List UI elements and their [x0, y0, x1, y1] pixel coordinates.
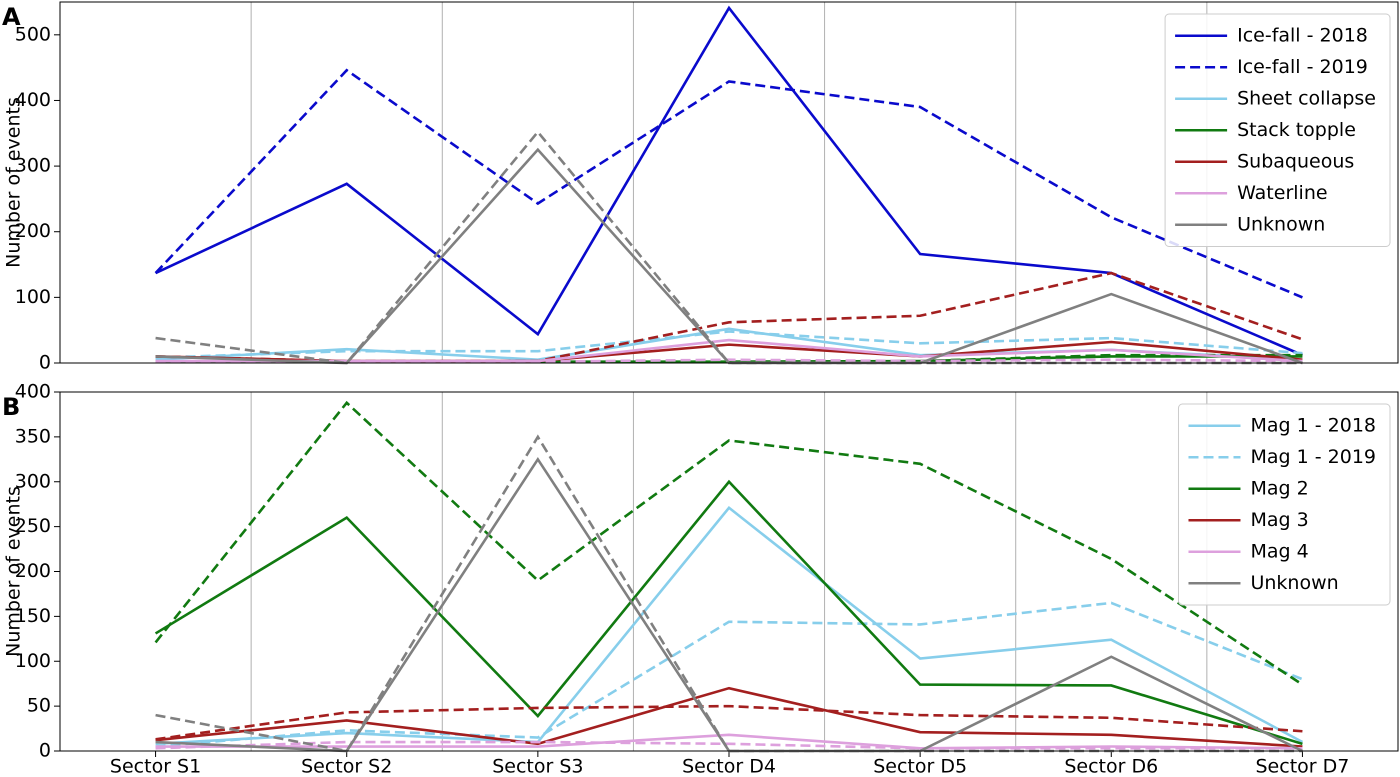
series-line: [155, 5, 1303, 357]
x-tick-label: Sector D4: [682, 756, 776, 777]
panel-label: A: [2, 3, 21, 31]
legend-label: Unknown: [1237, 213, 1325, 235]
y-tick-label: 250: [15, 515, 51, 537]
y-tick-label: 50: [27, 695, 51, 717]
legend: Mag 1 - 2018 Mag 1 - 2019 Mag 2 Mag 3 Mag 4 U…: [1177, 403, 1391, 606]
x-tick-label: Sector S1: [110, 756, 201, 777]
legend: Ice-fall - 2018 Ice-fall - 2019 Sheet coll…: [1164, 13, 1391, 247]
y-tick-label: 400: [15, 381, 51, 403]
x-tick-label: Sector D6: [1064, 756, 1158, 777]
series-line: [155, 330, 1303, 360]
series-line: [155, 358, 1303, 363]
series-line: [155, 733, 1303, 750]
series-line: [155, 704, 1303, 741]
y-tick-label: 0: [39, 740, 51, 762]
y-tick-label: 400: [15, 89, 51, 111]
y-tick-label: 300: [15, 155, 51, 177]
y-axis-label: Number of events: [3, 486, 25, 657]
y-tick-label: 100: [15, 286, 51, 308]
series-line: [155, 338, 1303, 363]
y-tick-label: 0: [39, 352, 51, 374]
series-line: [154, 68, 1303, 299]
legend-label: Unknown: [1250, 572, 1338, 594]
series-line: [155, 740, 1303, 750]
legend-box: [1177, 403, 1391, 606]
series-line: [154, 479, 1303, 746]
series-line: [155, 434, 1303, 753]
legend-label: Ice-fall - 2019: [1237, 56, 1368, 78]
series-line: [155, 505, 1304, 746]
y-axis-label: Number of events: [3, 97, 25, 268]
legend-label: Stack topple: [1237, 119, 1356, 141]
x-tick-label: Sector D7: [1256, 756, 1350, 777]
legend-label: Mag 4: [1250, 540, 1308, 562]
plot-frame: [59, 1, 1399, 364]
y-tick-label: 150: [15, 605, 51, 627]
series-line: [155, 601, 1303, 748]
legend-label: Subaqueous: [1237, 150, 1354, 172]
legend-label: Mag 1 - 2018: [1250, 414, 1376, 436]
legend-label: Mag 2: [1250, 477, 1308, 499]
series-line: [155, 686, 1303, 748]
panel-label: B: [2, 393, 20, 421]
series-line: [155, 271, 1303, 363]
legend-label: Mag 3: [1250, 509, 1308, 531]
y-tick-label: 100: [15, 650, 51, 672]
y-tick-label: 300: [15, 470, 51, 492]
legend-box: [1164, 13, 1391, 247]
x-tick-label: Sector S3: [492, 756, 583, 777]
x-tick-label: Sector S2: [301, 756, 392, 777]
plot-frame: [59, 391, 1399, 752]
legend-label: Ice-fall - 2018: [1237, 24, 1368, 46]
series-line: [154, 400, 1304, 686]
y-tick-label: 500: [15, 23, 51, 45]
y-tick-label: 200: [15, 560, 51, 582]
y-tick-label: 200: [15, 220, 51, 242]
legend-label: Sheet collapse: [1237, 87, 1376, 109]
y-tick-label: 350: [15, 425, 51, 447]
x-tick-label: Sector D5: [873, 756, 967, 777]
legend-label: Mag 1 - 2019: [1250, 446, 1376, 468]
legend-label: Waterline: [1237, 182, 1327, 204]
